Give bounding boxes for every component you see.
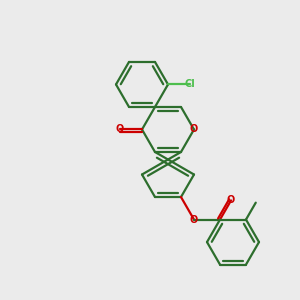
Text: O: O bbox=[227, 195, 235, 206]
Text: O: O bbox=[116, 124, 124, 134]
Text: Cl: Cl bbox=[185, 80, 196, 89]
Text: O: O bbox=[190, 214, 198, 224]
Text: O: O bbox=[190, 124, 198, 134]
